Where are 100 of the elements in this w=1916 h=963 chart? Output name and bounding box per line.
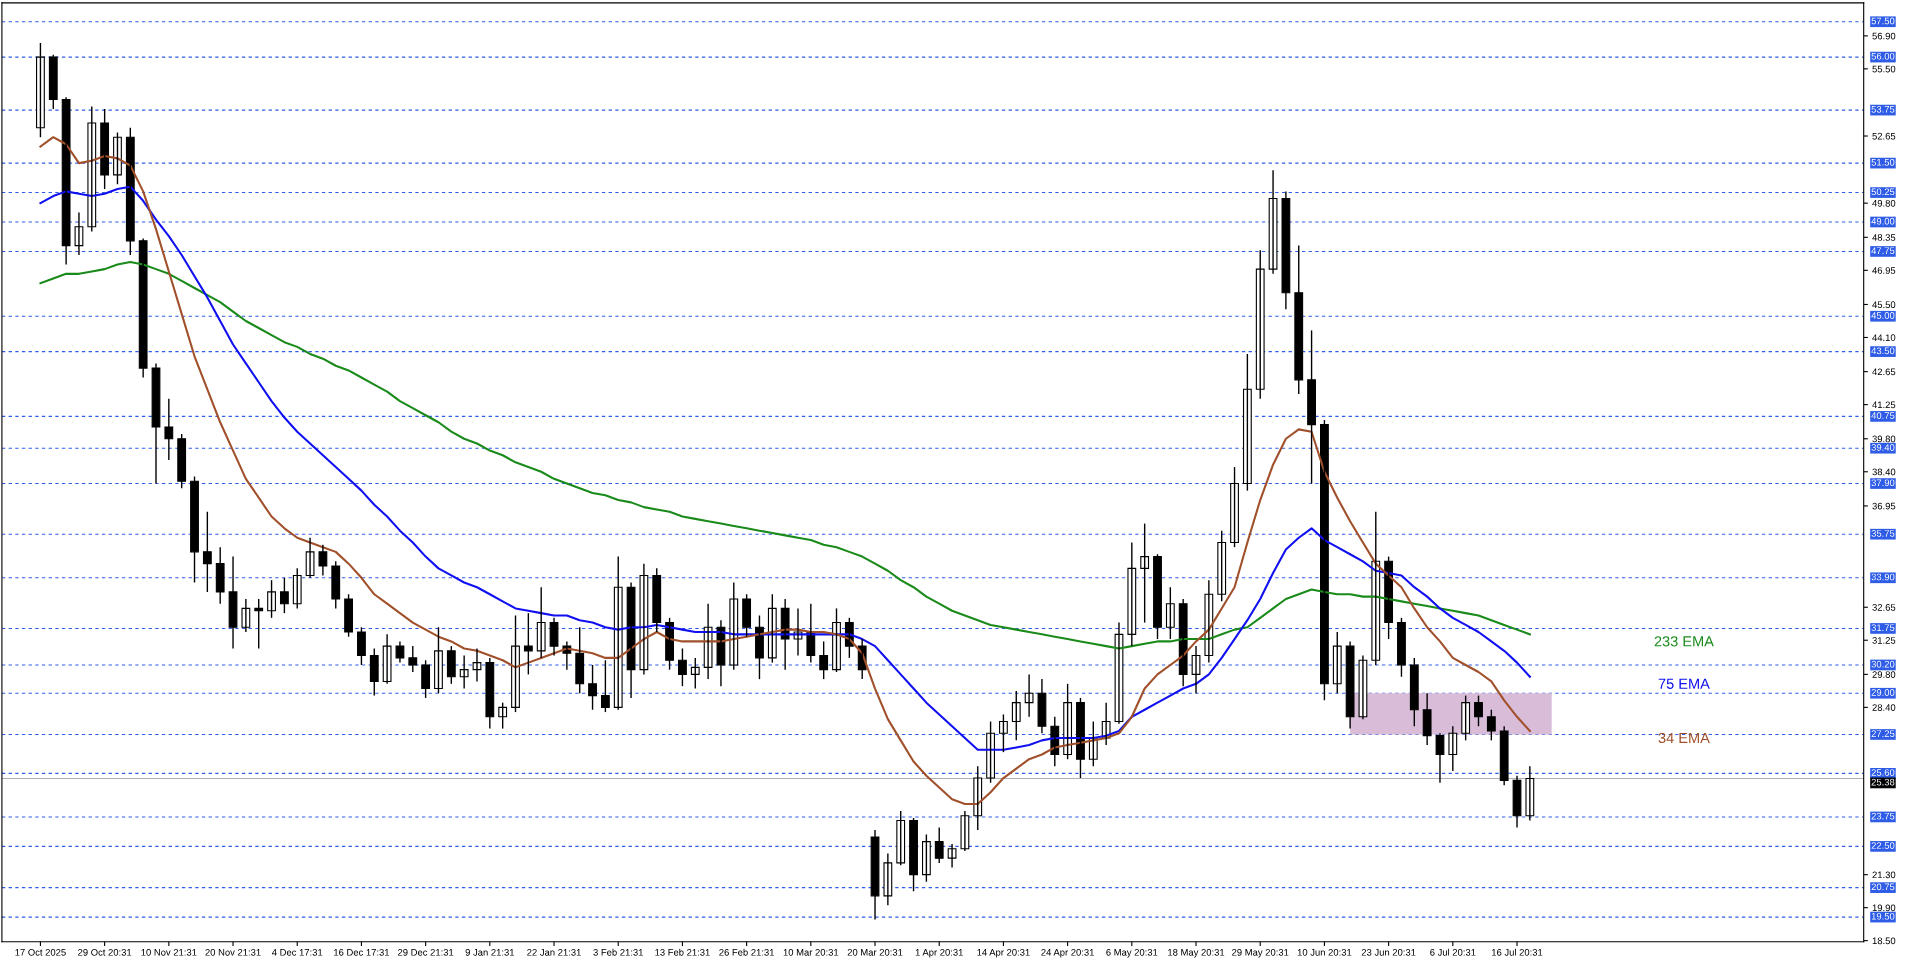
x-tick-label: 6 Jul 20:31 bbox=[1430, 948, 1476, 956]
y-tick-label: 28.40 bbox=[1872, 704, 1896, 711]
ref-line-label: 25.38 bbox=[1871, 778, 1895, 786]
candlestick bbox=[1474, 694, 1483, 727]
y-tick-label: 19.90 bbox=[1872, 904, 1896, 912]
y-tick-label: 48.35 bbox=[1872, 234, 1896, 241]
ref-line-label: 40.75 bbox=[1871, 412, 1895, 419]
ref-line-label: 31.75 bbox=[1871, 624, 1895, 631]
x-tick-label: 14 Apr 20:31 bbox=[977, 949, 1030, 958]
candlestick bbox=[1294, 244, 1304, 395]
candlestick bbox=[1140, 522, 1150, 624]
y-tick-label: 46.95 bbox=[1872, 267, 1896, 274]
candlestick bbox=[909, 817, 918, 892]
candlestick bbox=[292, 567, 302, 610]
x-tick-label: 10 Jun 20:31 bbox=[1297, 949, 1352, 956]
line-series bbox=[39, 136, 1531, 806]
text: 233 EMA bbox=[1654, 636, 1714, 647]
candlestick bbox=[1397, 617, 1406, 678]
candlestick bbox=[1217, 529, 1227, 603]
x-tick-label: 23 Jun 20:31 bbox=[1361, 949, 1416, 956]
x-tick-label: 22 Jan 21:31 bbox=[527, 949, 581, 956]
ref-line-label: 51.50 bbox=[1871, 158, 1895, 166]
y-tick-label: 41.25 bbox=[1872, 401, 1896, 409]
ref-line-label: 57.50 bbox=[1871, 17, 1895, 25]
candlestick bbox=[1165, 586, 1175, 640]
ref-line-label: 35.75 bbox=[1871, 530, 1895, 537]
ref-line-label: 49.00 bbox=[1871, 217, 1895, 225]
candlestick bbox=[48, 54, 58, 110]
ref-line-label: 53.75 bbox=[1871, 105, 1895, 113]
candlestick bbox=[1332, 631, 1342, 694]
x-tick-label: 29 May 20:31 bbox=[1232, 949, 1289, 958]
candlestick bbox=[434, 626, 443, 694]
candlestick bbox=[446, 645, 456, 685]
candlestick bbox=[742, 593, 752, 638]
x-tick-label: 17 Oct 2025 bbox=[15, 949, 66, 956]
line-series bbox=[39, 261, 1531, 650]
y-tick-label: 45.50 bbox=[1872, 301, 1896, 308]
y-tick-label: 55.50 bbox=[1872, 65, 1896, 73]
candlestick bbox=[1230, 466, 1239, 548]
ref-line-label: 50.25 bbox=[1871, 188, 1895, 196]
y-tick-label: 52.65 bbox=[1872, 132, 1896, 140]
y-tick-label: 39.80 bbox=[1872, 435, 1896, 443]
ref-line-label: 56.00 bbox=[1871, 52, 1895, 60]
candlestick bbox=[369, 647, 379, 697]
ref-line-label: 27.25 bbox=[1871, 730, 1895, 738]
ref-line-label: 25.60 bbox=[1871, 769, 1895, 776]
x-tick-label: 20 Nov 21:31 bbox=[205, 949, 261, 956]
x-tick-label: 10 Mar 20:31 bbox=[783, 949, 839, 956]
candlestick bbox=[588, 664, 597, 711]
ref-line-label: 47.75 bbox=[1871, 247, 1895, 254]
x-tick-label: 13 Feb 21:31 bbox=[655, 948, 710, 956]
candlestick bbox=[523, 612, 533, 676]
text: 75 EMA bbox=[1658, 678, 1710, 689]
x-tick-label: 29 Oct 20:31 bbox=[78, 949, 132, 956]
ref-line-label: 19.50 bbox=[1871, 912, 1895, 920]
x-tick-label: 6 May 20:31 bbox=[1106, 949, 1158, 958]
x-tick-label: 24 Apr 20:31 bbox=[1041, 949, 1094, 958]
ref-line-label: 43.50 bbox=[1871, 347, 1895, 355]
x-tick-label: 16 Dec 17:31 bbox=[334, 949, 390, 956]
y-tick-label: 56.90 bbox=[1872, 32, 1896, 40]
x-tick-label: 29 Dec 21:31 bbox=[398, 949, 454, 956]
x-tick-label: 4 Dec 17:31 bbox=[271, 949, 323, 956]
y-tick-label: 29.80 bbox=[1872, 671, 1896, 678]
candlestick bbox=[934, 826, 944, 864]
candlestick bbox=[652, 567, 662, 633]
candlestick bbox=[1153, 553, 1162, 640]
y-tick-label: 36.95 bbox=[1872, 502, 1896, 510]
candlestick bbox=[678, 647, 687, 687]
candlestick bbox=[190, 475, 199, 584]
x-tick-label: 18 May 20:31 bbox=[1168, 949, 1225, 958]
x-tick-label: 20 Mar 20:31 bbox=[847, 949, 903, 956]
x-tick-label: 26 Feb 21:31 bbox=[719, 948, 774, 956]
candlestick bbox=[1409, 657, 1419, 727]
candlestick bbox=[177, 433, 187, 489]
text: 34 EMA bbox=[1658, 732, 1710, 744]
ref-line-label: 37.90 bbox=[1871, 479, 1895, 487]
candlestick bbox=[1011, 690, 1021, 742]
candlestick bbox=[1461, 694, 1471, 742]
ref-line-label: 30.20 bbox=[1871, 660, 1895, 668]
candlestick bbox=[357, 626, 366, 666]
x-tick-label: 9 Jan 21:31 bbox=[465, 949, 515, 956]
candlestick bbox=[1486, 709, 1496, 742]
candlestick bbox=[331, 560, 341, 610]
candlestick bbox=[344, 593, 353, 638]
candlestick bbox=[1242, 353, 1252, 492]
candlestick bbox=[279, 577, 289, 614]
candlestick bbox=[600, 659, 610, 713]
y-tick-label: 31.25 bbox=[1872, 637, 1896, 644]
candlestick bbox=[202, 511, 212, 593]
y-tick-label: 18.50 bbox=[1872, 937, 1896, 945]
candlestick bbox=[999, 713, 1008, 753]
x-tick-label: 10 Nov 21:31 bbox=[141, 949, 197, 956]
y-tick-label: 44.10 bbox=[1872, 334, 1896, 341]
x-tick-label: 16 Jul 20:31 bbox=[1492, 948, 1543, 956]
ref-line-label: 20.75 bbox=[1871, 883, 1895, 891]
candlestick bbox=[921, 833, 931, 883]
y-tick-label: 32.65 bbox=[1872, 604, 1896, 611]
candlestick bbox=[819, 640, 829, 680]
ref-line-label: 29.00 bbox=[1871, 689, 1895, 696]
ref-line-label: 45.00 bbox=[1871, 312, 1895, 319]
